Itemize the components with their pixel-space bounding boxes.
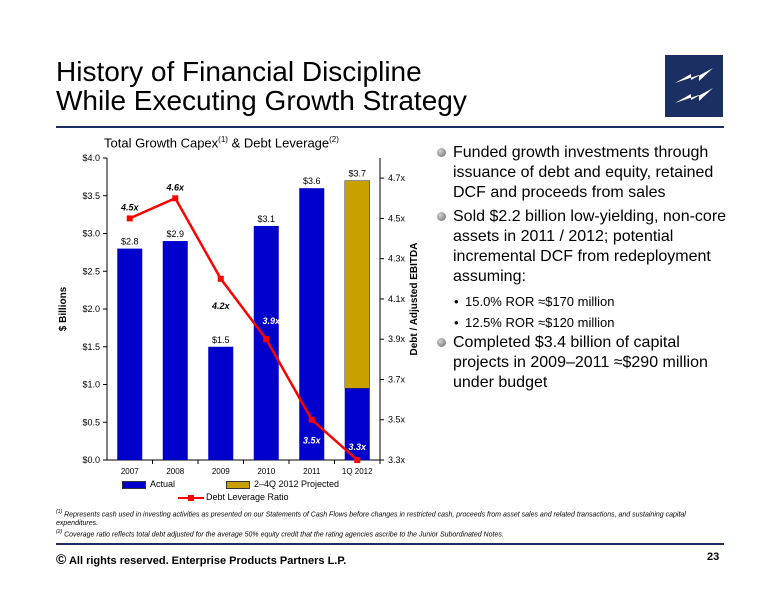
lightning-bolt-icon <box>675 68 713 103</box>
bar-value-label: $3.7 <box>348 169 366 179</box>
bullet-item: Completed $3.4 billion of capital projec… <box>437 333 727 393</box>
copyright-text: All rights reserved. Enterprise Products… <box>66 555 347 567</box>
leverage-point <box>217 275 224 282</box>
y-tick-label: $2.5 <box>82 266 100 276</box>
bullet-list: Funded growth investments through issuan… <box>437 143 727 397</box>
footnote-1: (1) Represents cash used in investing ac… <box>56 508 726 528</box>
bar-value-label: $3.6 <box>303 176 321 186</box>
y2-tick-label: 4.3x <box>388 254 406 264</box>
y-tick-label: $0.5 <box>82 417 100 427</box>
y-tick-label: $3.5 <box>82 191 100 201</box>
legend-swatch-actual <box>122 480 146 489</box>
chart-title-text-2: & Debt Leverage <box>227 135 330 151</box>
legend-actual: Actual <box>122 479 175 489</box>
bullet-item: Sold $2.2 billion low-yielding, non-core… <box>437 207 727 287</box>
company-logo <box>665 55 723 117</box>
legend-label-leverage: Debt Leverage Ratio <box>206 492 289 502</box>
footnote-2-mark: (2) <box>56 529 63 536</box>
x-tick-label: 2008 <box>166 467 184 476</box>
y2-tick-label: 3.3x <box>388 455 406 465</box>
x-tick-label: 2011 <box>303 467 321 476</box>
y-axis-title: $ Billions <box>58 286 69 331</box>
y2-tick-label: 3.7x <box>388 374 406 384</box>
bar-value-label: $3.1 <box>257 214 275 224</box>
legend-projected: 2–4Q 2012 Projected <box>226 479 339 489</box>
footnote-1-text: Represents cash used in investing activi… <box>56 511 686 528</box>
footer-divider <box>56 543 724 545</box>
chart-title: Total Growth Capex(1) & Debt Leverage(2) <box>104 135 339 150</box>
page-number: 23 <box>707 551 720 563</box>
leverage-label: 3.3x <box>348 442 367 452</box>
copyright-icon: © <box>56 551 67 567</box>
leverage-point <box>263 336 270 343</box>
footnote-mark-1: (1) <box>218 135 228 144</box>
y-tick-label: $4.0 <box>82 153 100 163</box>
y-tick-label: $0.0 <box>82 455 100 465</box>
bar-value-label: $2.8 <box>121 237 139 247</box>
footnotes: (1) Represents cash used in investing ac… <box>56 508 726 540</box>
legend-swatch-projected <box>226 480 250 489</box>
bullet-item: 15.0% ROR ≈$170 million <box>437 291 727 312</box>
y-tick-label: $1.5 <box>82 342 100 352</box>
leverage-point <box>308 416 315 423</box>
footnote-2: (2) Coverage ratio reflects total debt a… <box>56 528 726 539</box>
footnote-mark-2: (2) <box>329 135 339 144</box>
x-tick-label: 1Q 2012 <box>342 467 373 476</box>
y2-tick-label: 4.7x <box>388 173 406 183</box>
copyright: © All rights reserved. Enterprise Produc… <box>56 551 346 567</box>
x-tick-label: 2009 <box>212 467 230 476</box>
y2-axis-title: Debt / Adjusted EBITDA <box>409 243 420 356</box>
page-title-line-2: While Executing Growth Strategy <box>56 85 467 116</box>
bar-value-label: $1.5 <box>212 335 230 345</box>
legend-leverage: Debt Leverage Ratio <box>178 492 289 502</box>
y2-tick-label: 4.5x <box>388 213 406 223</box>
bar-value-label: $2.9 <box>166 229 184 239</box>
bar-projected <box>344 180 370 389</box>
legend-label-actual: Actual <box>150 479 176 489</box>
y2-tick-label: 3.5x <box>388 415 406 425</box>
legend-swatch-leverage <box>178 494 204 501</box>
x-tick-label: 2010 <box>257 467 275 476</box>
leverage-label: 4.6x <box>165 182 185 192</box>
page-title: History of Financial Discipline While Ex… <box>56 57 467 115</box>
bar-actual <box>162 241 188 460</box>
bar-actual <box>299 188 325 460</box>
leverage-label: 4.2x <box>211 301 231 311</box>
y-tick-label: $2.0 <box>82 304 100 314</box>
title-divider <box>56 126 724 128</box>
y-tick-label: $1.0 <box>82 380 100 390</box>
y2-tick-label: 4.1x <box>388 294 406 304</box>
y-tick-label: $3.0 <box>82 229 100 239</box>
bullet-item: 12.5% ROR ≈$120 million <box>437 312 727 333</box>
leverage-line <box>129 196 359 461</box>
bar-actual <box>208 346 234 460</box>
leverage-point <box>126 215 133 222</box>
capex-leverage-chart: $0.0 $0.5 $1.0 $1.5 $2.0 $2.5 $3.0 $3.5 $4.0 3.3x… <box>58 153 420 476</box>
bar-actual <box>253 225 279 460</box>
leverage-point <box>354 457 361 463</box>
footnote-2-text: Coverage ratio reflects total debt adjus… <box>62 531 504 539</box>
leverage-label: 4.5x <box>120 202 140 212</box>
bullet-item: Funded growth investments through issuan… <box>437 143 727 203</box>
page-title-line-1: History of Financial Discipline <box>56 56 422 87</box>
footnote-1-mark: (1) <box>56 509 63 515</box>
leverage-point <box>172 195 179 202</box>
bar-actual <box>117 248 143 460</box>
leverage-label: 3.5x <box>303 436 322 446</box>
y2-tick-label: 3.9x <box>388 334 406 344</box>
bar-actual <box>344 388 370 460</box>
leverage-label: 3.9x <box>262 316 281 326</box>
chart-title-text: Total Growth Capex <box>104 135 219 151</box>
legend-label-projected: 2–4Q 2012 Projected <box>254 479 340 489</box>
x-tick-label: 2007 <box>121 467 139 476</box>
